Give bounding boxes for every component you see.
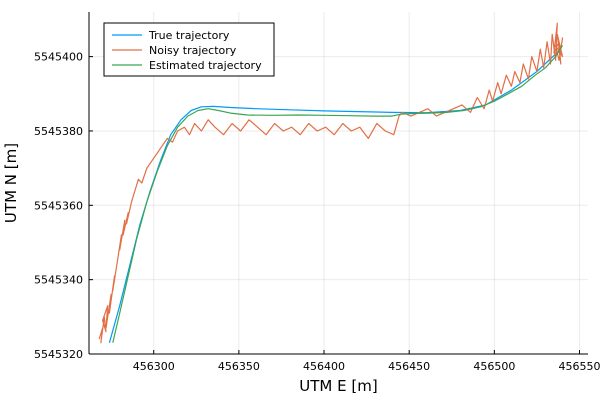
series-line-3 (112, 45, 564, 343)
legend-label: True trajectory (148, 29, 230, 42)
y-tick-label: 5545360 (34, 199, 83, 212)
y-tick-label: 5545400 (34, 51, 83, 64)
series-line-2 (98, 22, 564, 344)
x-tick-label: 456500 (473, 360, 515, 373)
x-tick-label: 456400 (303, 360, 345, 373)
legend-label: Estimated trajectory (149, 59, 262, 72)
series-line-1 (108, 48, 562, 343)
tick-labels: 456300 456350 456400 456450 456500 456550 5545… (34, 51, 600, 373)
legend: True trajectory Noisy trajectory Estimated… (103, 22, 275, 77)
y-tick-label: 5545340 (34, 274, 83, 287)
y-tick-label: 5545320 (34, 348, 83, 361)
series-lines (98, 22, 564, 344)
x-tick-label: 456450 (388, 360, 430, 373)
x-tick-label: 456550 (558, 360, 600, 373)
x-tick-label: 456300 (133, 360, 175, 373)
x-tick-label: 456350 (218, 360, 260, 373)
axes (88, 12, 588, 355)
y-axis-title: UTM N [m] (2, 143, 20, 223)
x-axis-title: UTM E [m] (299, 377, 377, 395)
y-tick-label: 5545380 (34, 125, 83, 138)
legend-label: Noisy trajectory (149, 44, 237, 57)
